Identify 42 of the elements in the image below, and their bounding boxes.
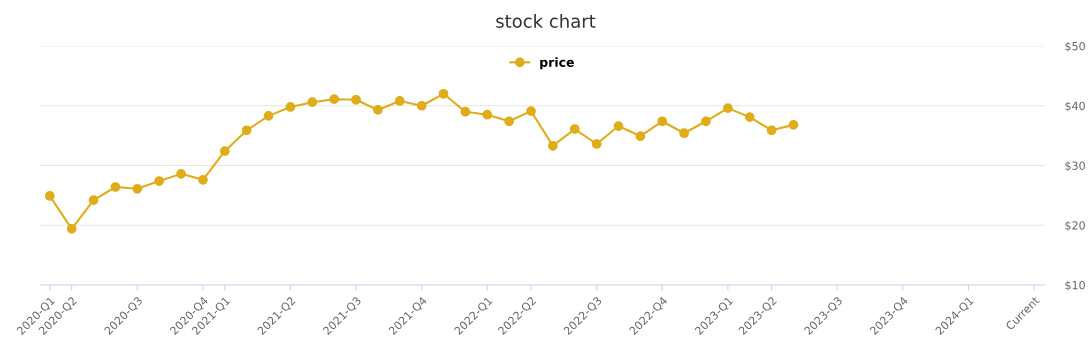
point [416, 100, 427, 111]
point [198, 174, 208, 185]
point [307, 97, 318, 108]
point [591, 139, 602, 149]
point [613, 121, 624, 131]
point [110, 182, 121, 192]
y-tick-label: $10 [1065, 280, 1085, 291]
point [526, 106, 536, 116]
point [504, 116, 515, 127]
y-tick-label: $20 [1065, 221, 1085, 232]
point [351, 94, 361, 105]
point [241, 125, 252, 136]
point [263, 111, 274, 121]
y-tick-label: $50 [1065, 41, 1085, 52]
point [788, 120, 799, 130]
point [744, 112, 755, 122]
point [219, 146, 230, 157]
point [635, 131, 646, 142]
point [657, 116, 668, 127]
point [438, 88, 449, 99]
point [154, 176, 165, 186]
point [44, 191, 55, 201]
point [66, 223, 77, 234]
point [373, 105, 383, 115]
point [722, 103, 733, 114]
point [460, 106, 471, 117]
chart-title: stock chart [496, 14, 596, 28]
point [176, 169, 186, 179]
point [548, 140, 558, 151]
point [701, 116, 711, 127]
point [329, 94, 340, 105]
point [132, 183, 143, 194]
point [285, 102, 296, 112]
point [679, 128, 689, 139]
y-tick-label: $30 [1065, 161, 1085, 172]
legend-label: price [540, 57, 574, 70]
point [569, 124, 580, 134]
point [766, 125, 777, 136]
y-tick-label: $40 [1065, 101, 1085, 112]
point [88, 195, 99, 206]
point [482, 109, 493, 120]
point [394, 96, 405, 106]
